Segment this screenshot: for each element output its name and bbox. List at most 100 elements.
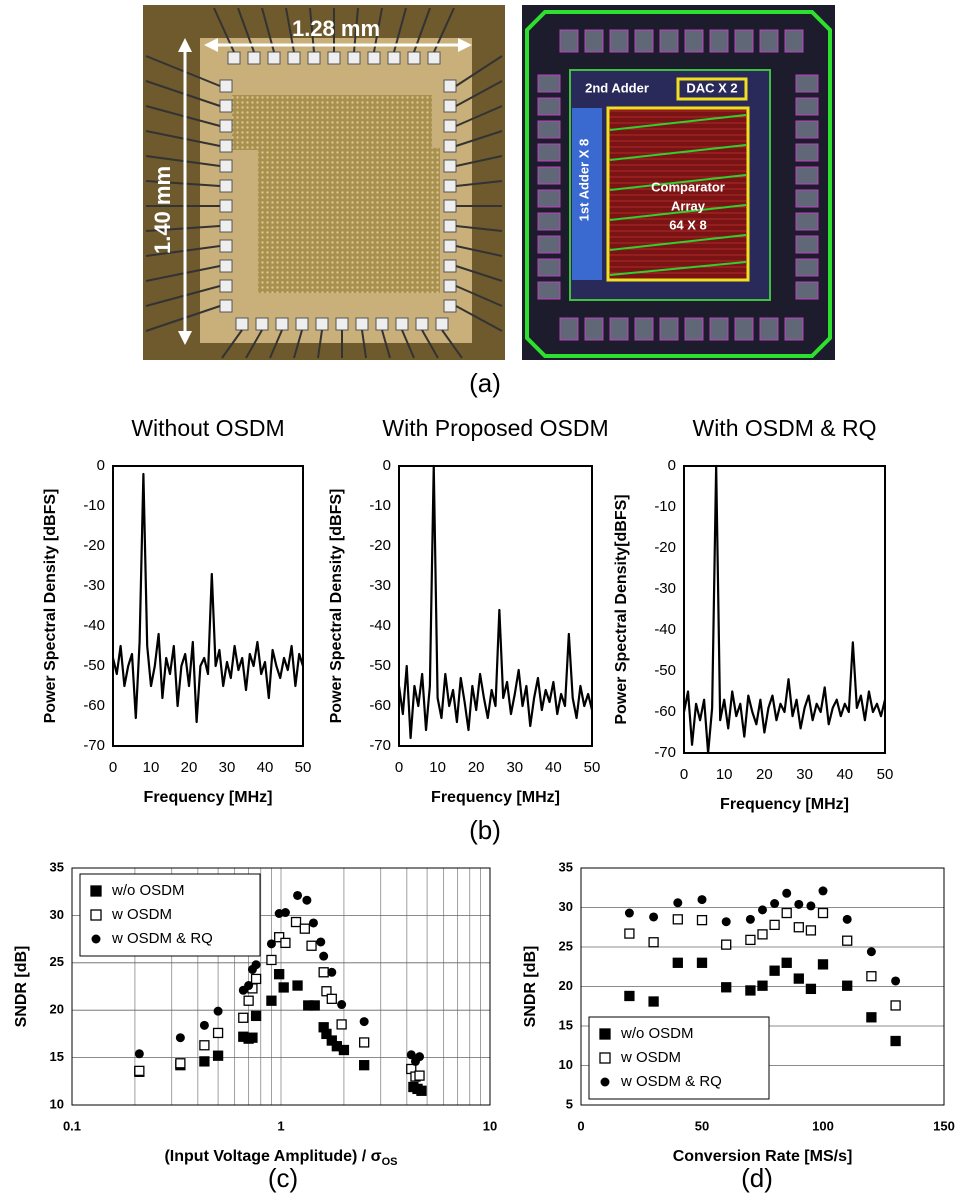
marker xyxy=(200,1057,209,1066)
y-tick-label: 0 xyxy=(383,457,391,474)
pad xyxy=(538,213,560,230)
array-label: 64 X 8 xyxy=(669,217,707,232)
pad xyxy=(396,318,408,330)
marker xyxy=(267,996,276,1005)
marker xyxy=(267,939,276,948)
pad xyxy=(444,80,456,92)
marker xyxy=(360,1061,369,1070)
marker xyxy=(770,966,779,975)
x-axis-label-text: Conversion Rate [MS/s] xyxy=(673,1148,853,1165)
width-label: 1.28 mm xyxy=(292,16,380,41)
marker xyxy=(819,909,828,918)
pad xyxy=(538,259,560,276)
marker xyxy=(891,1037,900,1046)
x-tick-label: 30 xyxy=(219,759,236,776)
marker xyxy=(281,908,290,917)
chart-title: Without OSDM xyxy=(131,415,284,441)
x-tick-label: 0.1 xyxy=(63,1118,81,1133)
pad xyxy=(560,318,578,340)
marker xyxy=(625,909,634,918)
pad xyxy=(538,121,560,138)
x-tick-label: 10 xyxy=(483,1118,497,1133)
pad xyxy=(710,30,728,52)
chart-title: With Proposed OSDM xyxy=(382,415,608,441)
pad xyxy=(538,236,560,253)
marker xyxy=(673,958,682,967)
marker xyxy=(281,938,290,947)
pad xyxy=(796,213,818,230)
marker xyxy=(770,920,779,929)
marker xyxy=(275,970,284,979)
x-tick-label: 10 xyxy=(716,766,733,783)
pad xyxy=(444,120,456,132)
marker xyxy=(293,891,302,900)
marker xyxy=(806,901,815,910)
chart-title: With OSDM & RQ xyxy=(692,415,876,441)
y-tick-label: 30 xyxy=(50,907,64,922)
height-label: 1.40 mm xyxy=(150,166,175,254)
y-tick-label: -60 xyxy=(83,697,105,714)
y-tick-label: -60 xyxy=(654,703,676,720)
pad xyxy=(538,190,560,207)
array-label: Comparator xyxy=(651,179,725,194)
x-axis-label-text: (Input Voltage Amplitude) / σ xyxy=(164,1148,381,1165)
legend-marker xyxy=(91,910,101,920)
x-tick-label: 1 xyxy=(277,1118,284,1133)
marker xyxy=(310,1001,319,1010)
marker xyxy=(279,983,288,992)
pad xyxy=(376,318,388,330)
marker xyxy=(758,905,767,914)
y-tick-label: 20 xyxy=(559,978,573,993)
marker xyxy=(214,1028,223,1037)
x-tick-label: 40 xyxy=(257,759,274,776)
y-tick-label: -40 xyxy=(369,617,391,634)
pad xyxy=(796,282,818,299)
marker xyxy=(292,918,301,927)
pad xyxy=(308,52,320,64)
pad xyxy=(356,318,368,330)
marker xyxy=(698,958,707,967)
pad xyxy=(316,318,328,330)
marker xyxy=(327,968,336,977)
y-tick-label: -10 xyxy=(654,498,676,515)
pad xyxy=(635,318,653,340)
dac-label: DAC X 2 xyxy=(686,80,737,95)
x-tick-label: 0 xyxy=(577,1118,584,1133)
pad xyxy=(268,52,280,64)
pad xyxy=(560,30,578,52)
x-tick-label: 0 xyxy=(395,759,403,776)
marker xyxy=(794,900,803,909)
y-tick-label: 10 xyxy=(559,1057,573,1072)
marker xyxy=(293,981,302,990)
marker xyxy=(307,941,316,950)
x-axis-label-text: Frequency [MHz] xyxy=(720,796,849,813)
pad xyxy=(220,100,232,112)
y-tick-label: 30 xyxy=(559,899,573,914)
pad xyxy=(348,52,360,64)
marker xyxy=(722,983,731,992)
pad xyxy=(220,260,232,272)
marker xyxy=(625,929,634,938)
y-tick-label: 25 xyxy=(559,938,573,953)
marker xyxy=(867,972,876,981)
marker xyxy=(843,981,852,990)
x-tick-label: 100 xyxy=(812,1118,834,1133)
y-axis-label: Power Spectral Density [dBFS] xyxy=(42,489,59,724)
caption: (b) xyxy=(469,815,501,845)
marker xyxy=(135,1049,144,1058)
y-tick-label: -30 xyxy=(654,580,676,597)
legend-label: w OSDM & RQ xyxy=(111,930,213,947)
y-tick-label: 15 xyxy=(50,1049,64,1064)
y-tick-label: -60 xyxy=(369,697,391,714)
marker xyxy=(698,916,707,925)
pad xyxy=(585,318,603,340)
x-tick-label: 40 xyxy=(836,766,853,783)
marker xyxy=(782,909,791,918)
pad xyxy=(436,318,448,330)
marker xyxy=(770,899,779,908)
marker xyxy=(673,915,682,924)
marker xyxy=(673,898,682,907)
spectrum-line xyxy=(399,466,592,738)
y-tick-label: 35 xyxy=(559,859,573,874)
y-axis-label: SNDR [dB] xyxy=(13,946,30,1028)
